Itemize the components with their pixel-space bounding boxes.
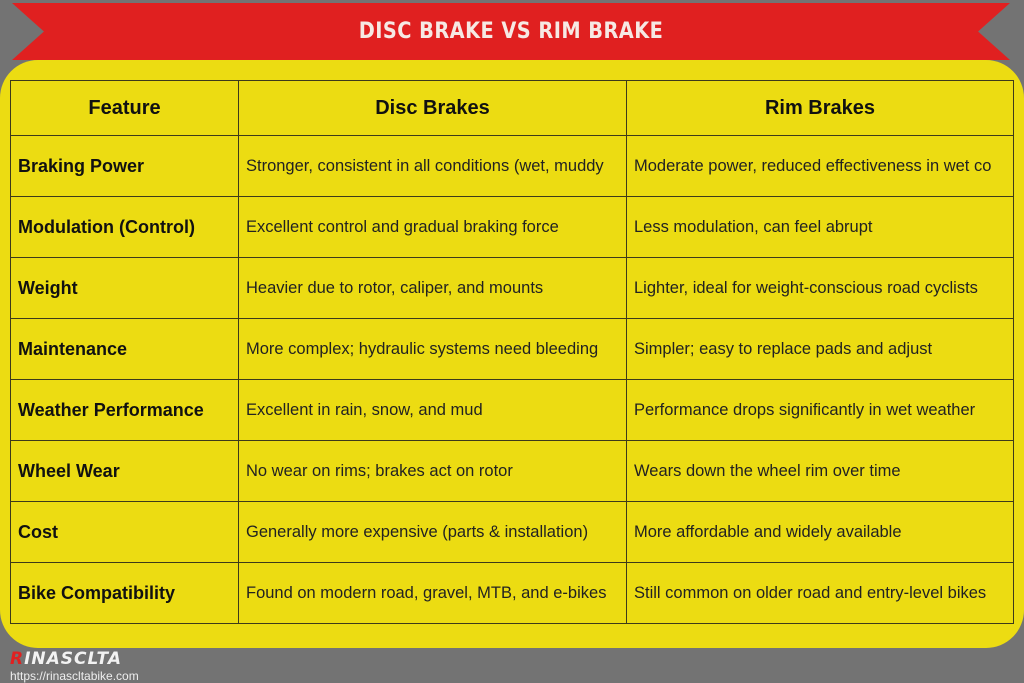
column-header-rim-brakes: Rim Brakes — [626, 80, 1014, 136]
table-row: Wheel Wear No wear on rims; brakes act o… — [10, 440, 1014, 502]
table-row: Maintenance More complex; hydraulic syst… — [10, 318, 1014, 380]
rim-cell: Moderate power, reduced effectiveness in… — [626, 135, 1014, 197]
feature-cell: Braking Power — [10, 135, 239, 197]
rim-cell: Still common on older road and entry-lev… — [626, 562, 1014, 624]
brand-url: https://rinascltabike.com — [10, 669, 139, 683]
feature-cell: Cost — [10, 501, 239, 563]
feature-cell: Modulation (Control) — [10, 196, 239, 258]
table-row: Weight Heavier due to rotor, caliper, an… — [10, 257, 1014, 319]
brand-logo-text: INASCLTA — [24, 649, 122, 669]
brand-logo-initial: R — [10, 649, 25, 669]
disc-cell: No wear on rims; brakes act on rotor — [238, 440, 627, 502]
disc-cell: Found on modern road, gravel, MTB, and e… — [238, 562, 627, 624]
feature-cell: Weather Performance — [10, 379, 239, 441]
disc-cell: Heavier due to rotor, caliper, and mount… — [238, 257, 627, 319]
disc-cell: Stronger, consistent in all conditions (… — [238, 135, 627, 197]
rim-cell: More affordable and widely available — [626, 501, 1014, 563]
rim-cell: Simpler; easy to replace pads and adjust — [626, 318, 1014, 380]
disc-cell: Excellent in rain, snow, and mud — [238, 379, 627, 441]
brand-watermark: RINASCLTA https://rinascltabike.com — [10, 650, 139, 683]
table-row: Modulation (Control) Excellent control a… — [10, 196, 1014, 258]
feature-cell: Wheel Wear — [10, 440, 239, 502]
feature-cell: Maintenance — [10, 318, 239, 380]
rim-cell: Wears down the wheel rim over time — [626, 440, 1014, 502]
disc-cell: Excellent control and gradual braking fo… — [238, 196, 627, 258]
feature-cell: Bike Compatibility — [10, 562, 239, 624]
rim-cell: Less modulation, can feel abrupt — [626, 196, 1014, 258]
feature-cell: Weight — [10, 257, 239, 319]
disc-cell: Generally more expensive (parts & instal… — [238, 501, 627, 563]
table-row: Bike Compatibility Found on modern road,… — [10, 562, 1014, 624]
table-row: Braking Power Stronger, consistent in al… — [10, 135, 1014, 197]
page-title: DISC BRAKE VS RIM BRAKE — [358, 19, 664, 44]
title-banner: DISC BRAKE VS RIM BRAKE — [12, 3, 1010, 60]
table-row: Cost Generally more expensive (parts & i… — [10, 501, 1014, 563]
table-row: Weather Performance Excellent in rain, s… — [10, 379, 1014, 441]
comparison-table: Feature Disc Brakes Rim Brakes Braking P… — [10, 80, 1014, 624]
brand-logo: RINASCLTA — [10, 650, 139, 668]
column-header-disc-brakes: Disc Brakes — [238, 80, 627, 136]
disc-cell: More complex; hydraulic systems need ble… — [238, 318, 627, 380]
rim-cell: Performance drops significantly in wet w… — [626, 379, 1014, 441]
column-header-feature: Feature — [10, 80, 239, 136]
table-header-row: Feature Disc Brakes Rim Brakes — [10, 80, 1014, 136]
rim-cell: Lighter, ideal for weight-conscious road… — [626, 257, 1014, 319]
